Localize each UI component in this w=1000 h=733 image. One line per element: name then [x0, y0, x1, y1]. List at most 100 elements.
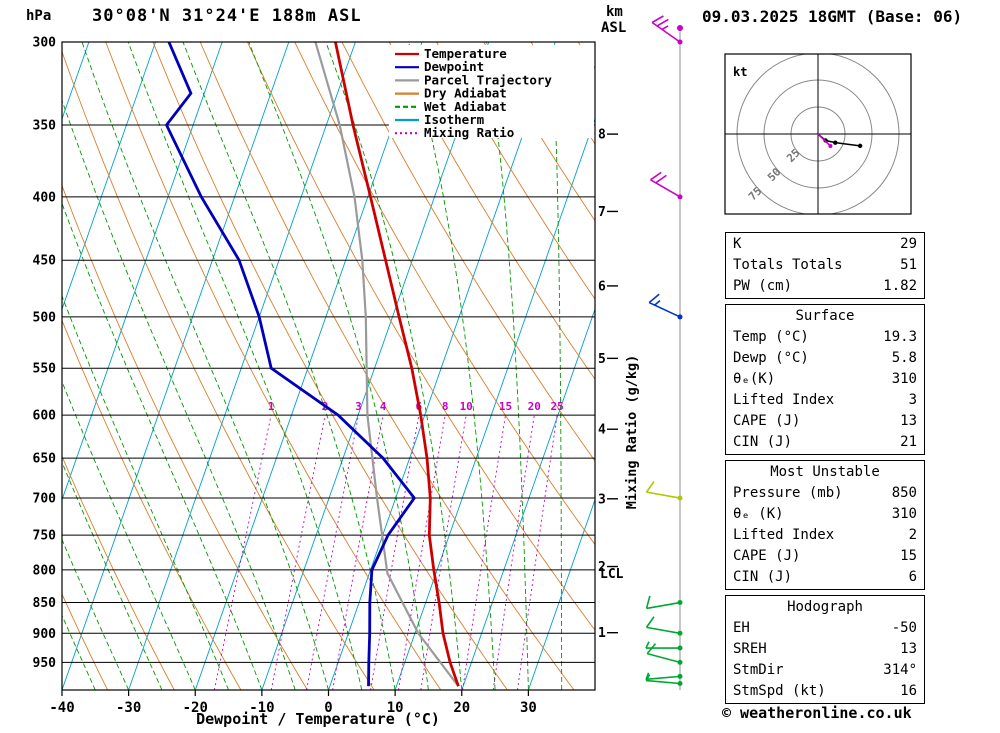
pressure-tick-label: 900 — [33, 627, 57, 642]
row-value: 51 — [900, 257, 917, 273]
isotherm-line — [62, 42, 156, 311]
row-value: 310 — [891, 506, 917, 522]
km-axis-unit-label: km — [606, 4, 623, 20]
indices-table: K 29 Totals Totals 51 PW (cm) 1.82 — [725, 232, 925, 299]
wind-barb — [645, 672, 683, 681]
wind-barb-full-tick — [655, 174, 667, 184]
km-tick-label: 4 — [598, 423, 606, 438]
wind-barb-staff — [648, 301, 681, 318]
wind-barb-staff — [646, 601, 681, 610]
wind-staff-top-dot — [677, 25, 683, 31]
wind-barb — [651, 15, 683, 45]
mixing-ratio-value-label: 25 — [550, 400, 563, 413]
km-tick-label: 7 — [598, 205, 606, 220]
right-axis-title: Mixing Ratio (g/kg) — [624, 355, 640, 509]
table-row: SREH 13 — [726, 639, 924, 660]
km-tick-label: 3 — [598, 492, 606, 507]
isotherm-line — [527, 498, 595, 690]
isotherm-line — [62, 42, 290, 690]
wind-barb-full-tick — [646, 643, 657, 655]
row-label: StmSpd (kt) — [733, 683, 826, 699]
table-row: Totals Totals 51 — [726, 255, 924, 276]
km-tick-label: 6 — [598, 279, 606, 294]
row-value: 13 — [900, 413, 917, 429]
lcl-label: LCL — [600, 567, 624, 582]
wind-barb — [650, 171, 683, 200]
table-row: θₑ (K) 310 — [726, 504, 924, 525]
wind-barb-full-tick — [648, 293, 660, 304]
row-label: Lifted Index — [733, 392, 835, 408]
row-label: SREH — [733, 641, 767, 657]
row-value: 310 — [891, 371, 917, 387]
stats-tables: K 29 Totals Totals 51 PW (cm) 1.82 Surface Temp… — [725, 232, 925, 709]
temp-tick-label: -10 — [249, 700, 274, 716]
legend-label: Mixing Ratio — [424, 125, 514, 140]
wind-barb-full-tick — [645, 616, 655, 628]
temp-tick-label: 20 — [453, 700, 470, 716]
legend-label: Isotherm — [424, 112, 485, 127]
hodograph-ring-label: 50 — [765, 165, 784, 184]
mixing-ratio-line — [492, 415, 535, 690]
table-row: Lifted Index 3 — [726, 390, 924, 411]
dry-adiabat-line — [105, 42, 442, 690]
table-row: θₑ(K) 310 — [726, 369, 924, 390]
most-unstable-table-title: Most Unstable — [770, 464, 880, 480]
wind-barb-staff — [646, 675, 681, 681]
km-tick-label: 1 — [598, 626, 606, 641]
row-label: CIN (J) — [733, 434, 793, 450]
wet-adiabat-line — [182, 42, 396, 690]
dry-adiabat-line — [62, 50, 375, 690]
wind-barb-staff — [646, 491, 681, 499]
row-value: 2 — [908, 527, 917, 543]
row-label: PW (cm) — [733, 278, 793, 294]
legend-background — [389, 45, 594, 138]
row-value: 29 — [900, 236, 917, 252]
pressure-tick-label: 450 — [33, 254, 57, 269]
hodograph-table: Hodograph EH -50 SREH 13 StmDir 314° StmSpd (kt… — [725, 595, 925, 704]
wind-barb-half-tick — [645, 674, 651, 681]
pressure-tick-label: 800 — [33, 563, 57, 578]
pressure-tick-label: 300 — [33, 36, 57, 51]
isotherm-line — [128, 42, 356, 690]
wind-barb-full-tick — [656, 18, 669, 27]
row-value: -50 — [891, 620, 917, 636]
isotherm-line — [461, 307, 595, 690]
isotherm-line — [194, 42, 423, 690]
storm-motion-arrow — [817, 133, 831, 147]
row-value: 5.8 — [891, 350, 917, 366]
pressure-tick-label: 650 — [33, 452, 57, 467]
temp-tick-label: 0 — [324, 700, 332, 716]
row-label: CAPE (J) — [733, 548, 801, 564]
surface-table-title: Surface — [795, 308, 855, 324]
row-value: 3 — [908, 392, 917, 408]
parcel-trajectory-line — [314, 42, 460, 687]
mixing-ratio-line — [370, 415, 420, 690]
wind-barb-half-tick — [661, 25, 669, 31]
mixing-ratio-value-label: 20 — [528, 400, 541, 413]
hodograph-trace-dot — [857, 143, 863, 149]
legend-label: Parcel Trajectory — [424, 72, 552, 87]
mixing-ratio-line — [517, 415, 558, 690]
table-row: StmSpd (kt) 16 — [726, 681, 924, 702]
asl-axis-unit-label: ASL — [601, 20, 627, 36]
copyright: © weatheronline.co.uk — [722, 704, 912, 722]
mixing-ratio-value-label: 3 — [355, 400, 362, 413]
wet-adiabat-line — [127, 42, 363, 690]
wind-barb-staff — [646, 652, 681, 664]
row-value: 850 — [891, 485, 917, 501]
row-label: CAPE (J) — [733, 413, 801, 429]
table-row: Lifted Index 2 — [726, 525, 924, 546]
temperature-profile-line — [334, 42, 460, 687]
wind-barb-staff — [650, 179, 681, 198]
wet-adiabat-line — [552, 42, 563, 690]
wind-barb — [645, 595, 683, 610]
mixing-ratio-line — [332, 415, 384, 690]
table-row: CIN (J) 6 — [726, 567, 924, 588]
km-tick-label: 2 — [598, 560, 606, 575]
wind-barb — [645, 616, 683, 636]
wet-adiabat-line — [248, 42, 429, 690]
km-tick-label: 8 — [598, 128, 606, 143]
hodograph-table-title: Hodograph — [787, 599, 863, 615]
